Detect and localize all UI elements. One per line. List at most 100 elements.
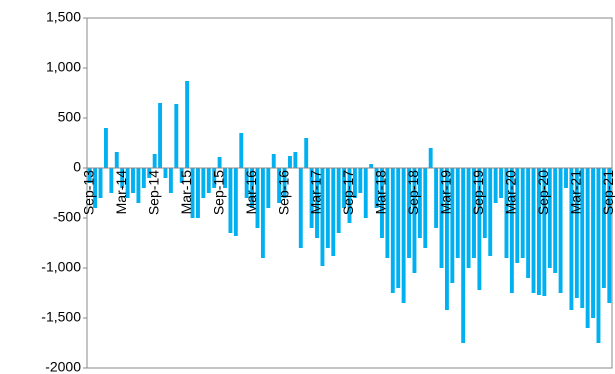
bar bbox=[374, 168, 379, 208]
bar bbox=[601, 168, 606, 288]
bar bbox=[596, 168, 601, 343]
bar bbox=[206, 168, 211, 193]
y-tick-label: 0 bbox=[73, 159, 81, 175]
plot-frame bbox=[86, 17, 613, 369]
bar bbox=[547, 168, 552, 268]
bar bbox=[542, 168, 547, 296]
bar bbox=[109, 168, 114, 193]
bar bbox=[585, 168, 590, 328]
bar bbox=[412, 168, 417, 273]
bar bbox=[342, 168, 347, 208]
bar bbox=[347, 168, 352, 223]
x-tick-label: Mar-20 bbox=[503, 170, 519, 215]
bar bbox=[336, 168, 341, 233]
bar bbox=[439, 168, 444, 268]
bar bbox=[472, 168, 476, 258]
x-tick-label: Mar-18 bbox=[373, 170, 389, 215]
bar bbox=[141, 168, 146, 188]
x-tick-label: Sep-18 bbox=[405, 170, 421, 215]
bar bbox=[168, 168, 173, 193]
bar bbox=[466, 168, 471, 268]
x-tick-label: Sep-17 bbox=[340, 170, 356, 215]
x-tick-label: Mar-16 bbox=[243, 170, 259, 215]
bar bbox=[455, 168, 460, 258]
bar bbox=[358, 168, 363, 193]
y-tick-label: 1,500 bbox=[46, 9, 81, 25]
y-tick-label: 500 bbox=[58, 109, 82, 125]
bar bbox=[423, 168, 428, 248]
bar bbox=[298, 168, 303, 248]
bar bbox=[114, 152, 119, 168]
bar bbox=[526, 168, 531, 278]
bar bbox=[520, 168, 525, 258]
bar bbox=[515, 168, 520, 263]
bar bbox=[271, 154, 276, 168]
bar bbox=[158, 103, 163, 168]
bar bbox=[201, 168, 206, 198]
bar bbox=[488, 168, 493, 256]
bar bbox=[98, 168, 103, 198]
bar bbox=[450, 168, 455, 283]
bar bbox=[499, 168, 503, 198]
bar bbox=[369, 164, 374, 168]
bar bbox=[239, 133, 244, 168]
bar bbox=[607, 168, 612, 303]
y-tick-label: 1,000 bbox=[46, 59, 81, 75]
bar bbox=[190, 168, 195, 218]
bar bbox=[244, 168, 249, 198]
y-tick-label: -1,000 bbox=[41, 259, 81, 275]
bar bbox=[266, 168, 271, 208]
x-tick-label: Sep-15 bbox=[210, 170, 226, 215]
bar bbox=[282, 168, 287, 198]
bar bbox=[174, 104, 179, 168]
bar bbox=[93, 168, 98, 208]
x-tick-label: Sep-21 bbox=[600, 170, 615, 215]
bar bbox=[569, 168, 574, 310]
bar bbox=[407, 168, 411, 258]
bar bbox=[553, 168, 558, 273]
bar bbox=[163, 168, 168, 178]
bar bbox=[136, 168, 141, 203]
x-tick-label: Mar-21 bbox=[568, 170, 584, 215]
x-tick-label: Sep-13 bbox=[80, 170, 96, 215]
bar bbox=[315, 168, 319, 238]
bar bbox=[434, 168, 439, 228]
bar bbox=[179, 168, 184, 183]
bar bbox=[493, 168, 498, 203]
bar bbox=[509, 168, 514, 293]
y-tick-label: -2000 bbox=[45, 359, 81, 374]
bar bbox=[196, 168, 200, 218]
bar bbox=[380, 168, 384, 238]
bar bbox=[363, 168, 368, 218]
bar bbox=[233, 168, 238, 236]
bar bbox=[482, 168, 487, 238]
bar bbox=[120, 168, 125, 188]
x-tick-label: Mar-15 bbox=[178, 170, 194, 215]
bar bbox=[531, 168, 536, 293]
bar bbox=[217, 157, 222, 168]
bar bbox=[390, 168, 395, 293]
bar bbox=[250, 168, 255, 208]
bar bbox=[591, 168, 596, 318]
bar bbox=[504, 168, 509, 258]
bar bbox=[396, 168, 401, 288]
bar bbox=[293, 152, 298, 168]
x-tick-label: Mar-19 bbox=[438, 170, 454, 215]
x-tick-label: Sep-14 bbox=[145, 170, 161, 215]
y-tick-label: -500 bbox=[53, 209, 81, 225]
bar bbox=[125, 168, 130, 198]
bar bbox=[185, 81, 190, 168]
bar bbox=[325, 168, 330, 248]
bar bbox=[131, 168, 135, 193]
bar bbox=[320, 168, 325, 266]
bar bbox=[277, 168, 282, 203]
bar bbox=[580, 168, 585, 308]
bar bbox=[558, 168, 563, 293]
bar bbox=[477, 168, 482, 290]
bar bbox=[352, 168, 357, 198]
bar bbox=[212, 168, 217, 188]
bar bbox=[536, 168, 541, 295]
bar bbox=[255, 168, 260, 228]
